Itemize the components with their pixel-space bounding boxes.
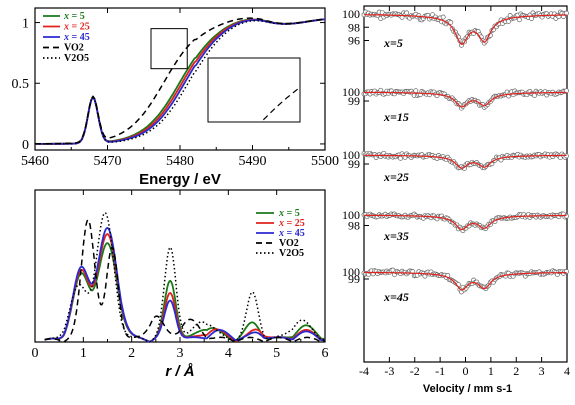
mossbauer-xtick-label: 4 bbox=[564, 364, 570, 378]
exafs-legend-label: x = 5 bbox=[278, 208, 300, 219]
mossbauer-data-point bbox=[516, 17, 522, 23]
mossbauer-data-point bbox=[404, 10, 410, 16]
exafs-legend-label: x = 45 bbox=[278, 228, 305, 239]
mossbauer-xtick-label: -1 bbox=[435, 364, 445, 378]
exafs-series-line bbox=[44, 219, 326, 343]
exafs-xtick-label: 2 bbox=[128, 346, 135, 361]
mossbauer-xlabel: Velocity / mm s-1 bbox=[423, 383, 512, 395]
mossbauer-fit-line bbox=[364, 271, 567, 291]
exafs-legend-label: VO2 bbox=[279, 238, 299, 249]
exafs-xtick-label: 6 bbox=[322, 346, 329, 361]
exafs-xtick-label: 0 bbox=[32, 346, 39, 361]
mossbauer-xtick-label: 1 bbox=[488, 364, 494, 378]
mossbauer-spectrum-label: x=25 bbox=[383, 170, 409, 184]
mossbauer-ytick-label: 99 bbox=[348, 272, 360, 286]
mossbauer-xtick-label: 2 bbox=[513, 364, 519, 378]
xanes-inset-line bbox=[208, 132, 299, 213]
mossbauer-xtick-label: -4 bbox=[359, 364, 369, 378]
xanes-xtick-label: 5470 bbox=[94, 154, 122, 169]
xanes-legend-label: x = 5 bbox=[63, 11, 85, 22]
mossbauer-ytick-label: 100 bbox=[342, 148, 360, 162]
exafs-xtick-label: 1 bbox=[80, 346, 87, 361]
mossbauer-frame bbox=[363, 5, 568, 363]
mossbauer-ytick-label: 100 bbox=[342, 7, 360, 21]
mossbauer-ytick-label: 98 bbox=[348, 20, 360, 34]
xanes-ytick-label: 0.5 bbox=[12, 77, 30, 92]
mossbauer-ytick-label: 100 bbox=[342, 85, 360, 99]
mossbauer-ytick-label: 99 bbox=[348, 94, 360, 108]
mossbauer-fit-line bbox=[363, 91, 567, 108]
mossbauer-spectrum-label: x=5 bbox=[383, 36, 403, 50]
mossbauer-xtick-label: -3 bbox=[384, 364, 394, 378]
mossbauer-data-point bbox=[448, 19, 454, 25]
mossbauer-data-point bbox=[413, 88, 419, 94]
exafs-xtick-label: 3 bbox=[177, 346, 184, 361]
xanes-series-line bbox=[35, 18, 326, 145]
xanes-xtick-label: 5460 bbox=[21, 154, 49, 169]
mossbauer-data-point bbox=[440, 14, 446, 20]
xanes-legend-label: VO2 bbox=[64, 43, 84, 54]
mossbauer-spectrum-label: x=15 bbox=[383, 110, 409, 124]
exafs-xtick-label: 4 bbox=[225, 346, 232, 361]
xanes-xlabel: Energy / eV bbox=[139, 171, 221, 188]
mossbauer-ytick-label: 100 bbox=[342, 208, 360, 222]
exafs-xtick-label: 5 bbox=[273, 346, 280, 361]
mossbauer-spectrum-label: x=45 bbox=[383, 290, 409, 304]
mossbauer-ytick-label: 99 bbox=[348, 157, 360, 171]
xanes-legend-label: x = 45 bbox=[63, 32, 90, 43]
mossbauer-ytick-label: 100 bbox=[342, 265, 360, 279]
xanes-ytick-label: 1 bbox=[22, 17, 29, 32]
xanes-ytick-label: 0 bbox=[22, 138, 29, 153]
xanes-legend-label: V2O5 bbox=[64, 53, 89, 64]
mossbauer-data-point bbox=[564, 213, 569, 219]
xanes-chart: 5460 5470 5480 5490 5500 0 0.5 1 Energy / eV x = … bbox=[12, 7, 339, 213]
mossbauer-ytick-label: 96 bbox=[348, 34, 360, 48]
xanes-xtick-label: 5500 bbox=[311, 154, 339, 169]
xanes-xtick-label: 5480 bbox=[166, 154, 194, 169]
exafs-legend-label: V2O5 bbox=[279, 248, 304, 259]
mossbauer-fit-line bbox=[364, 14, 567, 45]
xanes-inset-frame bbox=[207, 57, 301, 123]
mossbauer-xtick-label: -2 bbox=[410, 364, 420, 378]
exafs-xlabel: r / Å bbox=[165, 363, 194, 380]
exafs-legend-label: x = 25 bbox=[278, 218, 305, 229]
xanes-zoom-box bbox=[150, 28, 188, 70]
exafs-series-line bbox=[44, 212, 326, 343]
mossbauer-ytick-label: 98 bbox=[348, 219, 360, 233]
mossbauer-fit-line bbox=[364, 214, 567, 231]
xanes-legend-label: x = 25 bbox=[63, 22, 90, 33]
xanes-xtick-label: 5490 bbox=[239, 154, 267, 169]
mossbauer-spectrum-label: x=35 bbox=[383, 229, 409, 243]
mossbauer-xtick-label: 3 bbox=[539, 364, 545, 378]
mossbauer-xtick-label: 0 bbox=[463, 364, 469, 378]
mossbauer-fit-line bbox=[364, 154, 567, 169]
